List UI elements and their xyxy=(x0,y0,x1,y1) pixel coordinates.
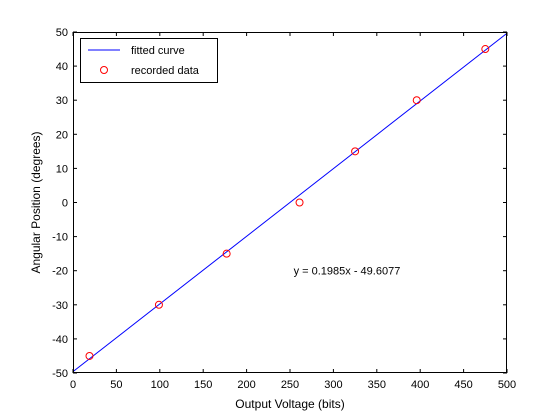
x-tick-label: 200 xyxy=(237,379,255,391)
y-tick-label: 20 xyxy=(56,129,68,141)
y-tick-label: 0 xyxy=(62,198,68,210)
x-tick-label: 500 xyxy=(498,379,516,391)
y-tick-label: 40 xyxy=(56,61,68,73)
recorded-data-point xyxy=(295,198,304,207)
ticks-layer: 0 50 100 150 200 250 300 350 400 450 500-50-40-30-… xyxy=(52,27,516,391)
annotation-layer: y = 0.1985x - 49.6077 xyxy=(294,266,401,278)
x-tick-label: 50 xyxy=(110,379,122,391)
y-axis-label: Angular Position (degrees) xyxy=(29,131,43,273)
y-tick-label: -20 xyxy=(52,266,68,278)
legend-marker-swatch xyxy=(100,66,108,74)
x-tick-label: 250 xyxy=(281,379,299,391)
series-layer xyxy=(73,32,507,373)
y-tick-label: -10 xyxy=(52,232,68,244)
x-tick-label: 400 xyxy=(411,379,429,391)
recorded-data-point xyxy=(154,300,163,309)
fit-equation-annotation: y = 0.1985x - 49.6077 xyxy=(294,266,401,278)
x-tick-label: 150 xyxy=(194,379,212,391)
x-tick-label: 100 xyxy=(151,379,169,391)
legend-label: recorded data xyxy=(131,65,200,77)
recorded-data-point xyxy=(85,351,94,360)
y-tick-label: -40 xyxy=(52,334,68,346)
fitted-curve-line xyxy=(73,32,507,373)
y-tick-label: 10 xyxy=(56,163,68,175)
legend: fitted curve recorded data xyxy=(80,38,218,83)
y-tick-label: -30 xyxy=(52,300,68,312)
x-tick-label: 0 xyxy=(70,379,76,391)
recorded-data-point xyxy=(351,147,360,156)
y-tick-label: 50 xyxy=(56,27,68,39)
x-tick-label: 350 xyxy=(368,379,386,391)
legend-label: fitted curve xyxy=(131,45,185,57)
recorded-data-point xyxy=(412,96,421,105)
x-tick-label: 300 xyxy=(324,379,342,391)
y-tick-label: 30 xyxy=(56,95,68,107)
x-tick-label: 450 xyxy=(454,379,472,391)
recorded-data-point xyxy=(222,249,231,258)
y-tick-label: -50 xyxy=(52,368,68,380)
recorded-data-point xyxy=(481,45,490,54)
legend-box xyxy=(80,38,218,83)
x-axis-label: Output Voltage (bits) xyxy=(235,397,344,411)
